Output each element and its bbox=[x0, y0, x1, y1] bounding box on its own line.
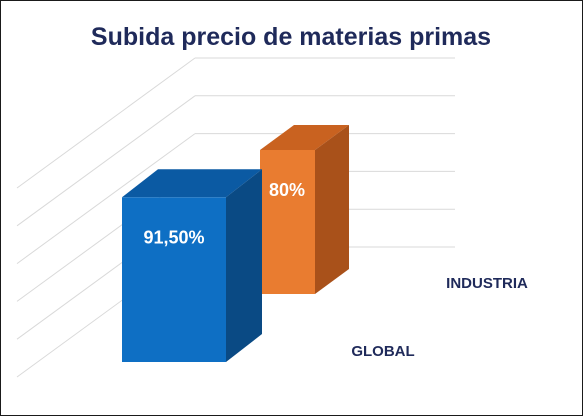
chart-title: Subida precio de materias primas bbox=[91, 23, 491, 51]
bar-top-face bbox=[260, 125, 349, 150]
category-label-industria: INDUSTRIA bbox=[446, 275, 528, 292]
gridline-side bbox=[16, 133, 196, 265]
bar-front-face bbox=[260, 150, 315, 294]
bar-top-face bbox=[122, 169, 262, 198]
gridline-side bbox=[16, 95, 196, 227]
bars bbox=[122, 125, 349, 362]
labels: 91,50% GLOBAL 80% INDUSTRIA bbox=[143, 180, 528, 360]
bar-global bbox=[122, 169, 262, 362]
bar-front-face bbox=[122, 197, 226, 362]
category-label-global: GLOBAL bbox=[351, 343, 414, 360]
bar-side-face bbox=[315, 125, 349, 294]
gridline-side bbox=[16, 57, 196, 189]
data-label-global: 91,50% bbox=[143, 227, 204, 247]
data-label-industria: 80% bbox=[269, 180, 305, 200]
bar-industria bbox=[260, 125, 349, 294]
bar-side-face bbox=[226, 169, 262, 362]
